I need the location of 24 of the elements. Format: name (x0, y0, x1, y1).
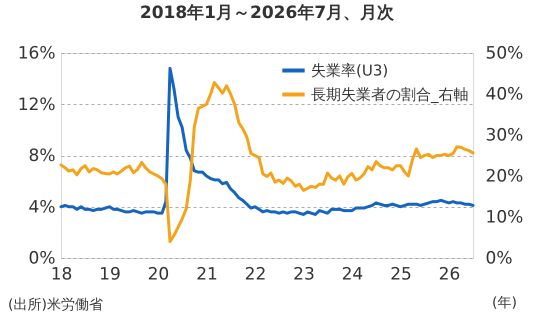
y-tick-label: 8% (28, 146, 56, 166)
x-tick-label: 24 (342, 264, 364, 284)
x-tick-label: 19 (99, 264, 121, 284)
x-tick-label: 21 (196, 264, 218, 284)
y-tick-label: 12% (18, 94, 56, 115)
text: (出所)米労働省 (8, 296, 103, 314)
line-series (60, 81, 474, 244)
y2-tick-label: 30% (486, 126, 524, 146)
y2-tick-label: 10% (486, 208, 524, 228)
x-tick-label: 25 (390, 264, 412, 284)
x-tick-label: 23 (293, 264, 315, 284)
x-tick-label: 26 (438, 264, 460, 284)
x-tick-label: 20 (148, 264, 170, 284)
y-tick-label: 16% (18, 44, 56, 64)
chart-title: 2018年1月～2026年7月、月次 (140, 3, 396, 23)
legend-label: 失業率(U3) (311, 62, 388, 80)
y2-tick-label: 0% (486, 248, 512, 268)
y2-tick-label: 40% (486, 84, 524, 104)
y2-tick-label: 50% (486, 44, 524, 64)
text: (年) (492, 294, 517, 312)
legend-label: 長期失業者の割合_右軸 (311, 86, 468, 104)
y-tick-label: 4% (28, 197, 56, 218)
x-tick-label: 22 (244, 264, 266, 284)
y2-tick-label: 20% (486, 166, 524, 186)
